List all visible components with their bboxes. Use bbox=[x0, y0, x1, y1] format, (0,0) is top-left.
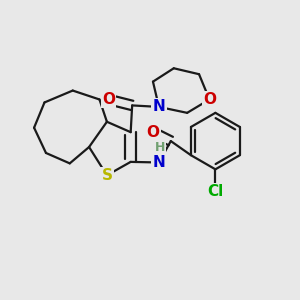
Text: O: O bbox=[146, 125, 160, 140]
Text: H: H bbox=[155, 140, 166, 154]
Text: Cl: Cl bbox=[207, 184, 224, 199]
Text: O: O bbox=[203, 92, 216, 107]
Text: N: N bbox=[152, 99, 165, 114]
Text: O: O bbox=[102, 92, 115, 107]
Text: S: S bbox=[101, 168, 112, 183]
Text: N: N bbox=[152, 155, 165, 170]
